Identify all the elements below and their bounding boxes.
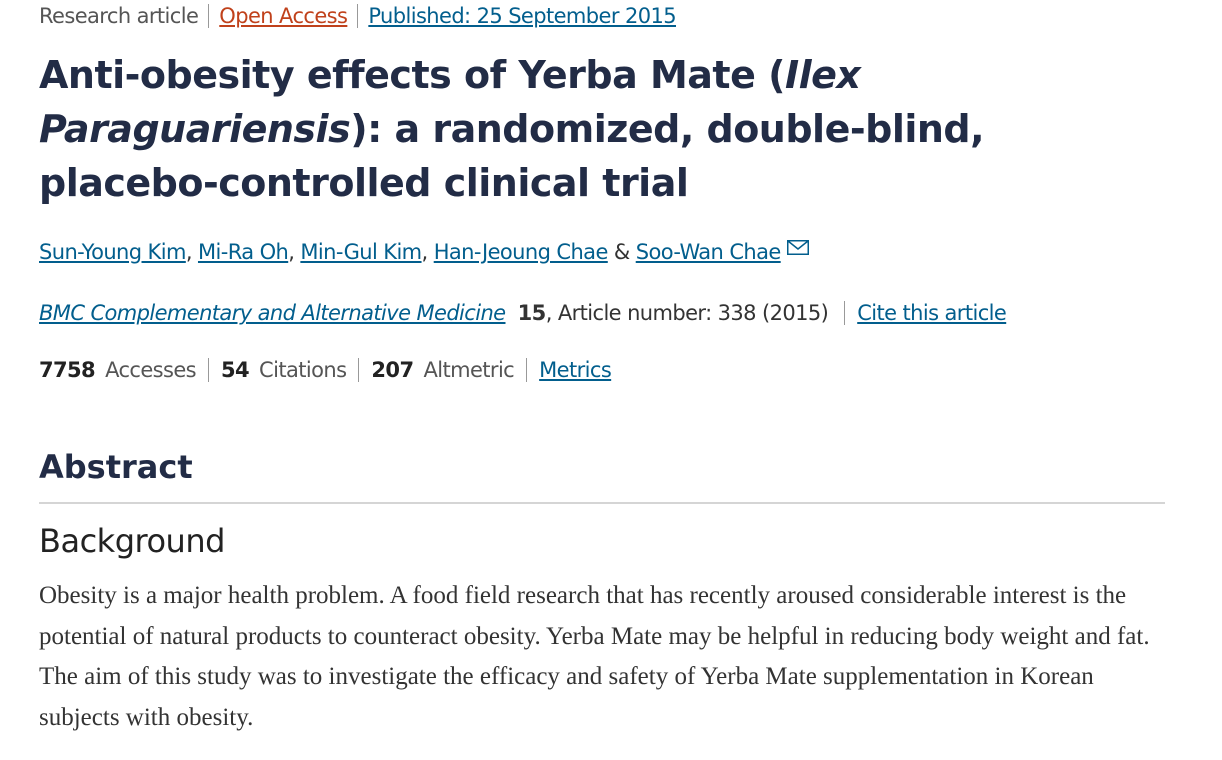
journal-info: BMC Complementary and Alternative Medici… — [39, 301, 1007, 325]
author-link[interactable]: Soo-Wan Chae — [635, 240, 782, 264]
article-metrics: 7758 Accesses 54 Citations 207 Altmetric Metri… — [39, 358, 624, 382]
background-text: Obesity is a major health problem. A foo… — [39, 582, 1150, 731]
author-link[interactable]: Sun-Young Kim — [39, 240, 186, 264]
journal-link[interactable]: BMC Complementary and Alternative Medici… — [39, 301, 506, 325]
article-meta: Research article Open Access Published: 25… — [39, 4, 686, 28]
article-type: Research article — [39, 4, 199, 28]
author-link[interactable]: Min-Gul Kim — [300, 240, 422, 264]
background-heading: Background — [39, 522, 225, 560]
author-link[interactable]: Mi-Ra Oh — [197, 240, 289, 264]
published-date-link[interactable]: Published: 25 September 2015 — [368, 4, 676, 28]
article-title: Anti-obesity effects of Yerba Mate (Ilex… — [39, 53, 985, 205]
author-link[interactable]: Han-Jeoung Chae — [433, 240, 609, 264]
cite-article-link[interactable]: Cite this article — [857, 301, 1007, 325]
metrics-link[interactable]: Metrics — [539, 358, 612, 382]
open-access-link[interactable]: Open Access — [219, 4, 348, 28]
author-list: Sun-Young Kim, Mi-Ra Oh, Min-Gul Kim, Ha… — [39, 240, 809, 264]
envelope-icon[interactable] — [786, 240, 809, 255]
journal-volume: 15 — [517, 301, 547, 325]
abstract-heading: Abstract — [39, 448, 1165, 504]
